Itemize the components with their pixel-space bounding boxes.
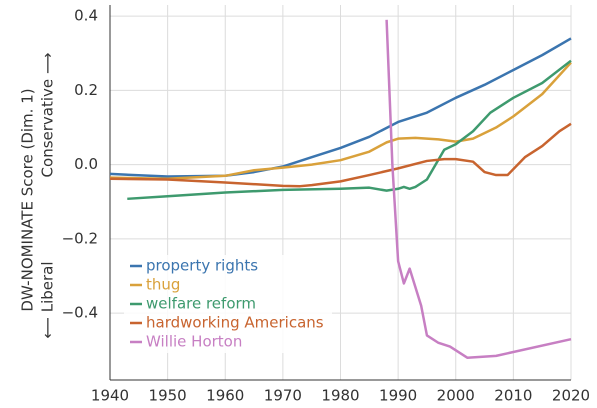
legend-label: Willie Horton — [146, 333, 242, 351]
y-tick-label: −0.4 — [62, 304, 98, 322]
x-tick-label: 2000 — [437, 387, 475, 405]
y-tick-label: 0.4 — [74, 7, 98, 25]
x-tick-label: 1980 — [321, 387, 359, 405]
x-tick-label: 1950 — [149, 387, 187, 405]
legend-label: thug — [146, 276, 180, 294]
legend-box — [124, 255, 332, 353]
x-tick-label: 1960 — [206, 387, 244, 405]
line — [127, 59, 572, 201]
legend-label: property rights — [146, 257, 258, 275]
y-label: DW-NOMINATE Score (Dim. 1) — [19, 88, 37, 311]
legend-label: hardworking Americans — [146, 314, 324, 332]
legend-label: welfare reform — [146, 295, 256, 313]
x-tick-label: 1990 — [379, 387, 417, 405]
line — [385, 19, 572, 359]
x-tick-label: 2020 — [552, 387, 590, 405]
y-label-low: ⟵ Liberal — [39, 261, 57, 338]
y-tick-label: 0.0 — [74, 155, 98, 173]
line — [109, 122, 572, 188]
y-tick-label: −0.2 — [62, 229, 98, 247]
x-tick-label: 2010 — [494, 387, 532, 405]
y-label-high: Conservative ⟶ — [39, 53, 57, 178]
y-axis-label: DW-NOMINATE Score (Dim. 1) Conservative … — [19, 53, 57, 339]
x-tick-label: 1970 — [264, 387, 302, 405]
x-tick-label: 1940 — [91, 387, 129, 405]
y-tick-label: 0.2 — [74, 81, 98, 99]
